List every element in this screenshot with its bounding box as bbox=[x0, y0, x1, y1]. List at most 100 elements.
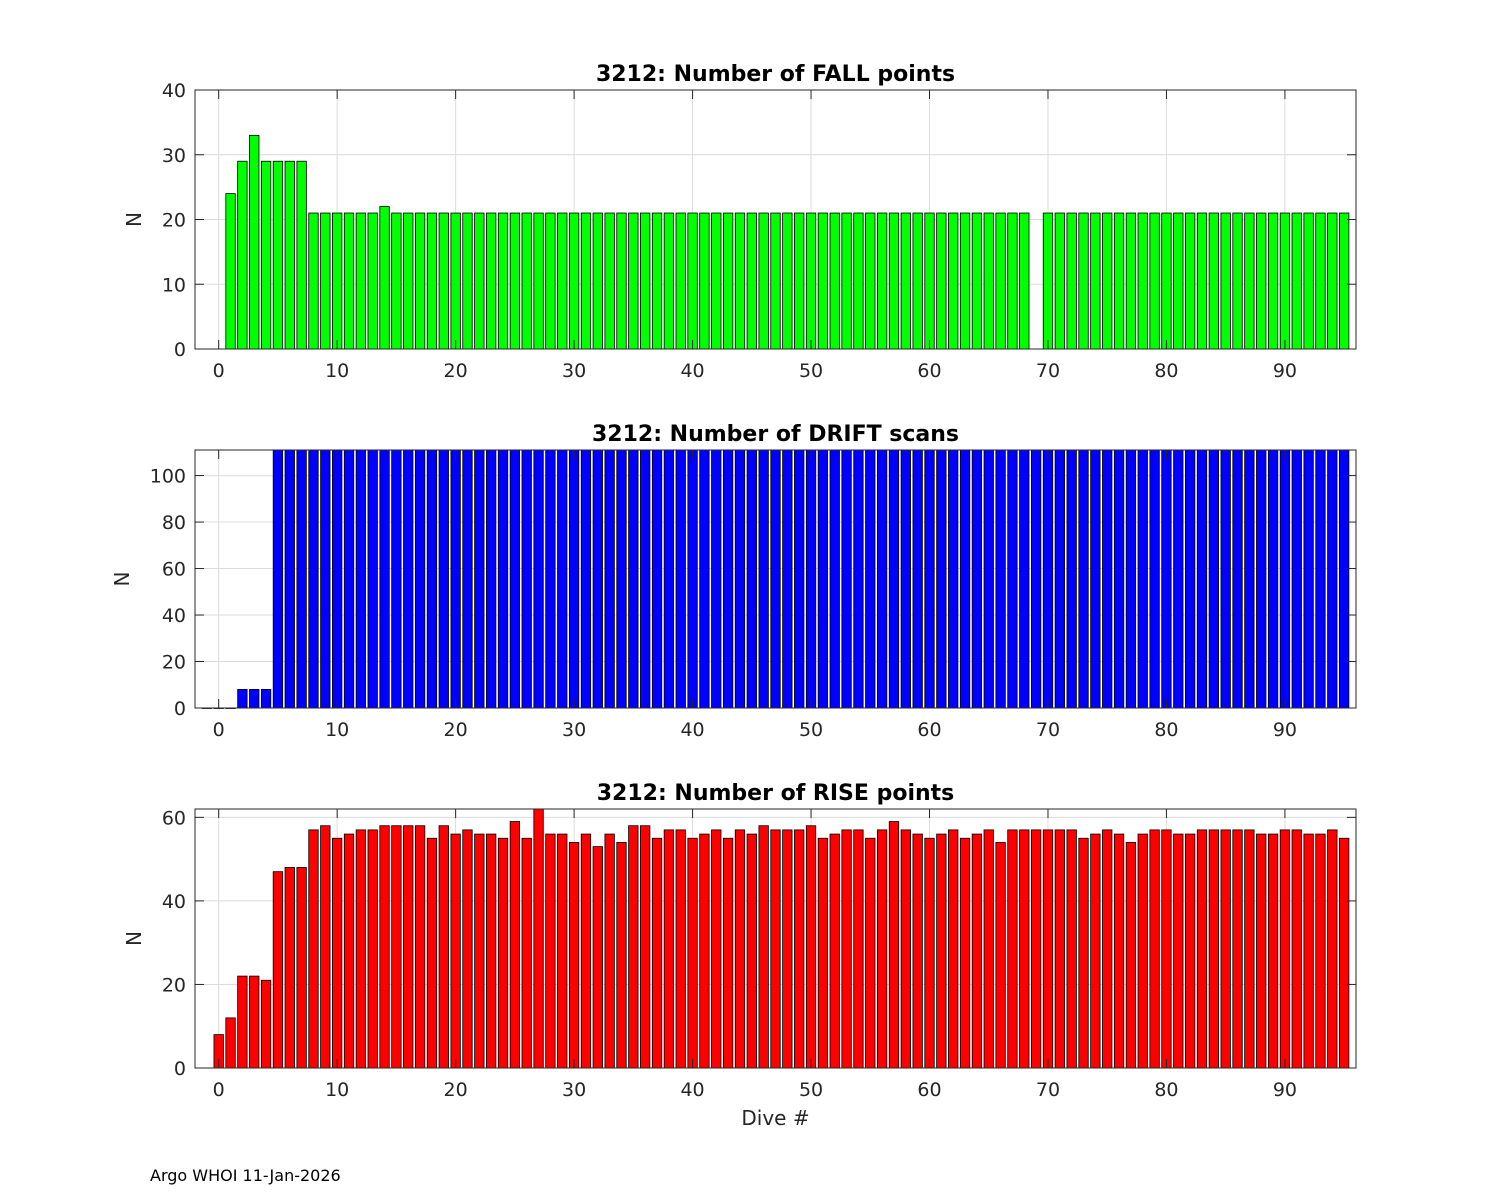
x-tick-label: 50 bbox=[799, 360, 823, 382]
bar bbox=[521, 212, 532, 350]
bar bbox=[1196, 829, 1208, 1069]
bar bbox=[367, 449, 378, 709]
bar bbox=[1113, 449, 1125, 709]
bar bbox=[284, 867, 295, 1069]
bar bbox=[1208, 212, 1219, 350]
bar bbox=[1078, 449, 1089, 709]
bar bbox=[438, 449, 449, 709]
bar bbox=[497, 212, 509, 350]
bar bbox=[592, 449, 603, 709]
y-tick-label: 40 bbox=[162, 605, 186, 627]
bar bbox=[805, 212, 817, 350]
chart-title: 3212: Number of FALL points bbox=[596, 62, 955, 87]
bar bbox=[1078, 837, 1089, 1069]
axes-frame bbox=[194, 449, 1357, 709]
bar bbox=[367, 212, 378, 350]
x-tick-label: 40 bbox=[680, 360, 704, 382]
bar bbox=[1220, 212, 1231, 350]
bar bbox=[1327, 449, 1338, 709]
bar bbox=[1208, 449, 1219, 709]
bar bbox=[237, 689, 248, 709]
x-tick-label: 60 bbox=[917, 1079, 941, 1101]
bar bbox=[497, 449, 509, 709]
x-tick-label: 80 bbox=[1154, 1079, 1178, 1101]
bar bbox=[296, 449, 307, 709]
bar bbox=[1196, 212, 1208, 350]
bar bbox=[509, 449, 521, 709]
bar bbox=[1315, 833, 1326, 1069]
bar bbox=[450, 833, 461, 1069]
bar bbox=[1267, 212, 1279, 350]
x-tick-label: 60 bbox=[917, 719, 941, 741]
bar bbox=[663, 449, 675, 709]
bar bbox=[1066, 449, 1077, 709]
bar bbox=[308, 449, 319, 709]
bar bbox=[640, 825, 651, 1069]
bar bbox=[628, 449, 639, 709]
bar bbox=[616, 449, 627, 709]
bar bbox=[320, 825, 331, 1069]
bar bbox=[1173, 212, 1184, 350]
bar bbox=[876, 829, 888, 1069]
bar bbox=[426, 212, 438, 350]
bar bbox=[782, 212, 793, 350]
bar bbox=[391, 212, 402, 350]
x-tick-label: 30 bbox=[562, 360, 586, 382]
x-tick-label: 20 bbox=[444, 360, 468, 382]
bar bbox=[1256, 449, 1267, 709]
bar bbox=[912, 212, 923, 350]
bar bbox=[995, 449, 1006, 709]
x-tick-label: 0 bbox=[213, 719, 225, 741]
bar bbox=[1125, 212, 1137, 350]
bar bbox=[640, 212, 651, 350]
bar bbox=[1042, 212, 1054, 350]
bar bbox=[1019, 829, 1030, 1069]
bar bbox=[865, 212, 876, 350]
bar bbox=[900, 212, 911, 350]
bar bbox=[355, 449, 366, 709]
bar bbox=[1279, 212, 1291, 350]
bar bbox=[379, 825, 390, 1069]
bar bbox=[1137, 833, 1148, 1069]
bar bbox=[948, 212, 959, 350]
bar bbox=[1267, 833, 1279, 1069]
bar bbox=[580, 449, 592, 709]
bar bbox=[320, 212, 331, 350]
y-tick-label: 0 bbox=[174, 1058, 186, 1080]
bar bbox=[1327, 829, 1338, 1069]
bar bbox=[746, 212, 757, 350]
bar bbox=[1149, 829, 1160, 1069]
bar bbox=[1267, 449, 1279, 709]
bar bbox=[1339, 449, 1350, 709]
bar bbox=[651, 212, 663, 350]
x-tick-label: 30 bbox=[562, 1079, 586, 1101]
bar bbox=[557, 833, 568, 1069]
bar bbox=[711, 212, 722, 350]
x-tick-label: 70 bbox=[1036, 1079, 1060, 1101]
bar bbox=[616, 212, 627, 350]
bar bbox=[403, 825, 414, 1069]
bar bbox=[1244, 212, 1255, 350]
bar bbox=[1185, 449, 1196, 709]
bar bbox=[1232, 449, 1243, 709]
x-tick-label: 70 bbox=[1036, 719, 1060, 741]
bar bbox=[1019, 449, 1030, 709]
bar bbox=[296, 160, 307, 350]
y-tick-label: 60 bbox=[162, 559, 186, 581]
bar bbox=[462, 449, 473, 709]
bar bbox=[734, 829, 746, 1069]
bar bbox=[817, 837, 829, 1069]
bar bbox=[1291, 449, 1302, 709]
bar bbox=[367, 829, 378, 1069]
chart-panel-2: 0 10 20 30 40 50 60 70 80 90 0 20 40 60 80 100 3212: Num… bbox=[110, 422, 1357, 741]
x-tick-label: 50 bbox=[799, 1079, 823, 1101]
bar bbox=[1196, 449, 1208, 709]
bar bbox=[1030, 829, 1042, 1069]
bar bbox=[1019, 212, 1030, 350]
bar bbox=[865, 837, 876, 1069]
y-tick-label: 0 bbox=[174, 698, 186, 720]
bar bbox=[284, 449, 295, 709]
bar bbox=[260, 689, 272, 709]
bar bbox=[379, 449, 390, 709]
